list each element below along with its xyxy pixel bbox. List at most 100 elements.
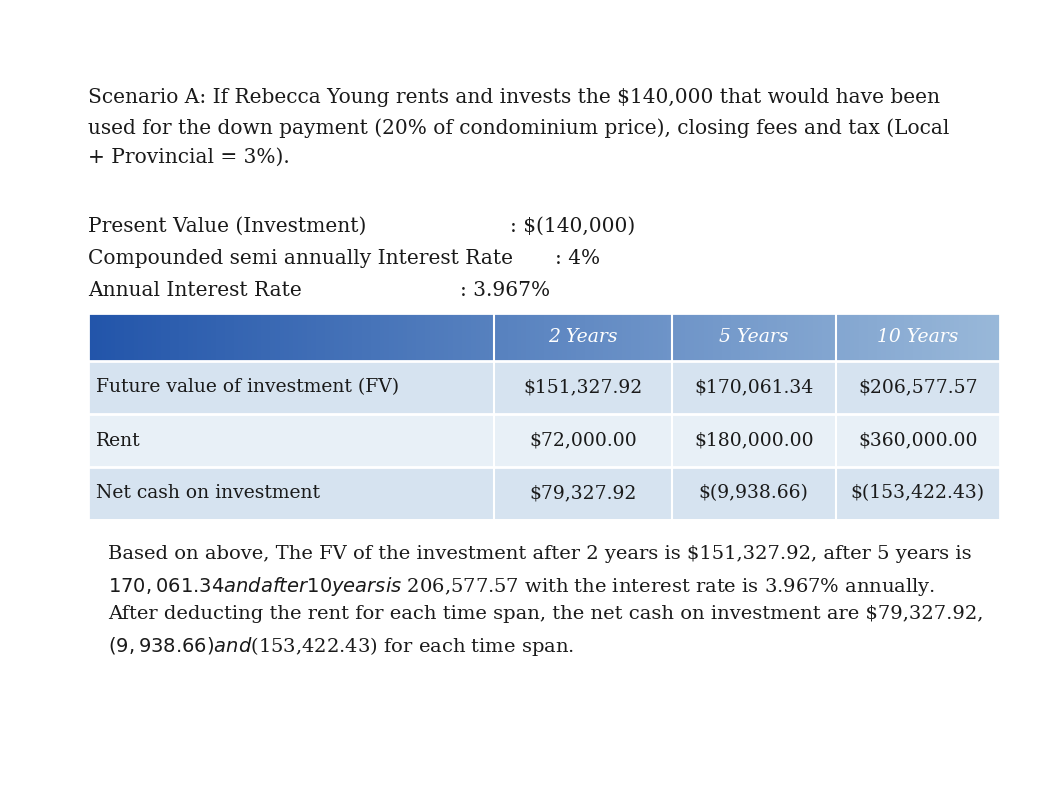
- Bar: [490, 313, 494, 361]
- Bar: [786, 313, 790, 361]
- Bar: [284, 313, 289, 361]
- Bar: [621, 313, 627, 361]
- Bar: [877, 313, 881, 361]
- Bar: [562, 313, 567, 361]
- Bar: [384, 313, 389, 361]
- Bar: [995, 313, 1000, 361]
- Bar: [516, 313, 521, 361]
- Bar: [923, 313, 927, 361]
- Text: $170,061.34 and after 10 years is $ 206,577.57 with the interest rate is 3.967% : $170,061.34 and after 10 years is $ 206,…: [108, 575, 936, 598]
- Text: Annual Interest Rate: Annual Interest Rate: [88, 281, 302, 300]
- Bar: [462, 313, 466, 361]
- Text: Compounded semi annually Interest Rate: Compounded semi annually Interest Rate: [88, 249, 513, 268]
- Bar: [494, 313, 498, 361]
- Bar: [130, 313, 134, 361]
- Bar: [613, 313, 617, 361]
- Bar: [120, 313, 124, 361]
- Bar: [790, 313, 794, 361]
- Bar: [348, 313, 353, 361]
- Bar: [544, 313, 549, 361]
- Bar: [653, 313, 658, 361]
- Text: : $(140,000): : $(140,000): [510, 217, 635, 236]
- Bar: [794, 313, 800, 361]
- Bar: [685, 313, 690, 361]
- Bar: [822, 313, 826, 361]
- Bar: [909, 313, 913, 361]
- Text: used for the down payment (20% of condominium price), closing fees and tax (Loca: used for the down payment (20% of condom…: [88, 118, 949, 138]
- Bar: [639, 313, 645, 361]
- Bar: [603, 313, 607, 361]
- Bar: [88, 414, 1000, 467]
- Text: 10 Years: 10 Years: [877, 328, 959, 346]
- Bar: [247, 313, 252, 361]
- Bar: [252, 313, 257, 361]
- Bar: [690, 313, 695, 361]
- Bar: [193, 313, 198, 361]
- Bar: [740, 313, 744, 361]
- Bar: [426, 313, 430, 361]
- Bar: [530, 313, 535, 361]
- Bar: [913, 313, 918, 361]
- Bar: [676, 313, 681, 361]
- Bar: [649, 313, 653, 361]
- Bar: [207, 313, 211, 361]
- Text: Scenario A: If Rebecca Young rents and invests the $140,000 that would have been: Scenario A: If Rebecca Young rents and i…: [88, 88, 940, 107]
- Bar: [202, 313, 207, 361]
- Text: After deducting the rent for each time span, the net cash on investment are $79,: After deducting the rent for each time s…: [108, 605, 983, 623]
- Bar: [535, 313, 539, 361]
- Bar: [234, 313, 239, 361]
- Bar: [343, 313, 348, 361]
- Bar: [539, 313, 544, 361]
- Bar: [394, 313, 398, 361]
- Text: $206,577.57: $206,577.57: [858, 379, 978, 396]
- Bar: [808, 313, 813, 361]
- Bar: [627, 313, 631, 361]
- Bar: [749, 313, 754, 361]
- Bar: [361, 313, 366, 361]
- Text: $72,000.00: $72,000.00: [529, 431, 636, 450]
- Bar: [335, 313, 339, 361]
- Bar: [589, 313, 594, 361]
- Bar: [768, 313, 772, 361]
- Bar: [744, 313, 749, 361]
- Bar: [444, 313, 448, 361]
- Bar: [353, 313, 357, 361]
- Bar: [868, 313, 872, 361]
- Bar: [863, 313, 868, 361]
- Bar: [416, 313, 421, 361]
- Bar: [617, 313, 621, 361]
- Bar: [412, 313, 416, 361]
- Bar: [886, 313, 891, 361]
- Bar: [836, 313, 840, 361]
- Bar: [229, 313, 234, 361]
- Bar: [758, 313, 763, 361]
- Bar: [448, 313, 452, 361]
- Bar: [161, 313, 166, 361]
- Bar: [88, 313, 1000, 520]
- Text: $170,061.34: $170,061.34: [695, 379, 813, 396]
- Bar: [325, 313, 329, 361]
- Bar: [198, 313, 202, 361]
- Bar: [973, 313, 977, 361]
- Bar: [97, 313, 102, 361]
- Bar: [667, 313, 671, 361]
- Bar: [941, 313, 945, 361]
- Bar: [466, 313, 472, 361]
- Text: Present Value (Investment): Present Value (Investment): [88, 217, 366, 236]
- Bar: [576, 313, 581, 361]
- Text: $(153,422.43): $(153,422.43): [851, 485, 984, 502]
- Bar: [297, 313, 303, 361]
- Bar: [261, 313, 266, 361]
- Bar: [170, 313, 174, 361]
- Bar: [927, 313, 931, 361]
- Bar: [881, 313, 886, 361]
- Bar: [439, 313, 444, 361]
- Bar: [704, 313, 708, 361]
- Bar: [134, 313, 138, 361]
- Bar: [166, 313, 170, 361]
- Bar: [174, 313, 179, 361]
- Bar: [840, 313, 845, 361]
- Text: $(9,938.66) and $(153,422.43) for each time span.: $(9,938.66) and $(153,422.43) for each t…: [108, 635, 575, 658]
- Bar: [88, 313, 92, 361]
- Bar: [188, 313, 193, 361]
